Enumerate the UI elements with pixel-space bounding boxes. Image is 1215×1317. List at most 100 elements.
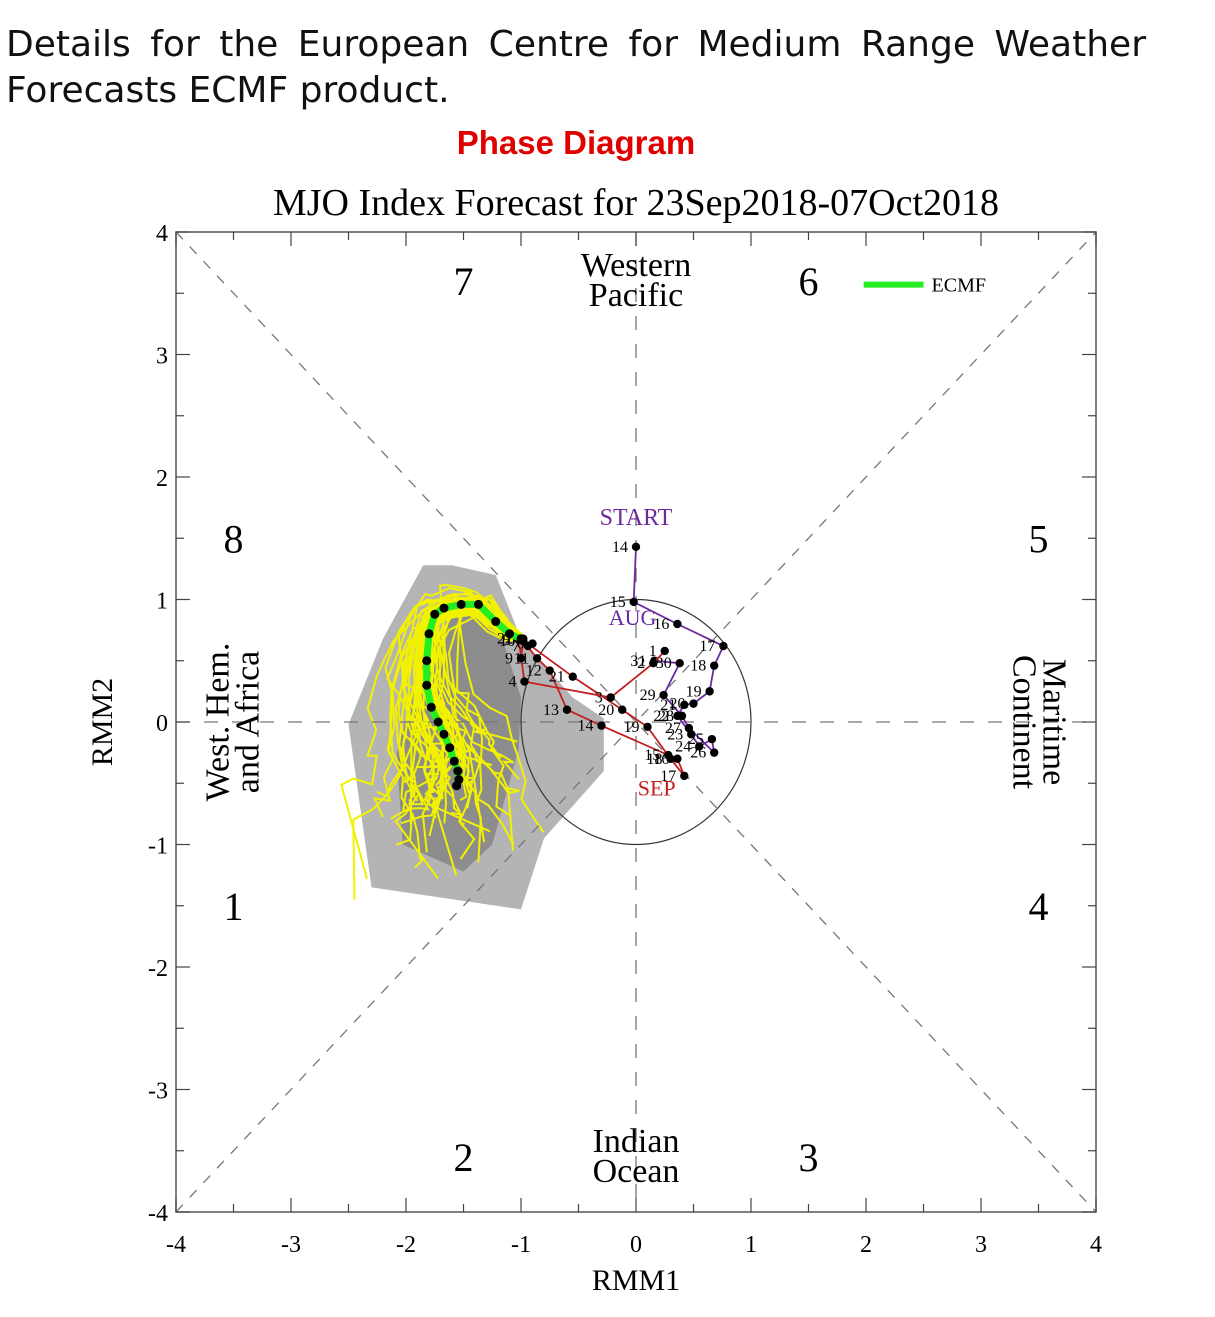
ecmf-forecast-point	[491, 617, 501, 627]
section-title: Phase Diagram	[456, 124, 696, 161]
region-label-line: Western	[581, 247, 692, 284]
observed-sep-point	[532, 654, 542, 663]
observed-sep-point	[568, 672, 577, 681]
region-label-line: Continent	[1006, 655, 1043, 790]
y-tick-label: -1	[148, 834, 168, 860]
region-label-line: Maritime	[1036, 659, 1073, 786]
observed-aug-point	[707, 734, 717, 744]
observed-sep-point	[618, 705, 627, 714]
observed-sep-day-label: 3	[595, 690, 603, 707]
ecmf-forecast-point	[453, 766, 463, 776]
observed-sep-day-label: 11	[514, 650, 529, 667]
start-label: START	[600, 505, 673, 531]
observed-sep-point	[660, 646, 669, 656]
observed-sep-point	[666, 754, 675, 763]
observed-sep-point	[597, 721, 606, 730]
chart-title: MJO Index Forecast for 23Sep2018-07Oct20…	[273, 182, 999, 224]
y-axis-label: RMM2	[86, 678, 119, 766]
observed-sep-day-label: 16	[653, 751, 669, 768]
observed-sep-day-label: 4	[508, 674, 516, 691]
observed-sep-day-label: 14	[578, 718, 594, 735]
ecmf-forecast-point	[445, 743, 455, 753]
region-label-line: Ocean	[593, 1153, 680, 1190]
ensemble-member-path	[386, 598, 525, 853]
observed-sep-point	[673, 754, 682, 763]
observed-aug-day-label: 24	[675, 739, 691, 756]
phase-divider-diagonal	[175, 231, 1097, 1213]
phase-divider-diagonal	[175, 231, 1097, 1213]
observed-sep-day-label: 17	[660, 768, 676, 785]
observed-sep-point	[562, 705, 572, 714]
observed-aug-day-label: 22	[653, 708, 669, 725]
region-label-line: Indian	[593, 1123, 680, 1160]
observed-sep-point	[606, 693, 615, 702]
observed-sep-day-label: 5	[503, 632, 511, 649]
x-tick-label: 4	[1090, 1232, 1102, 1258]
observed-aug-point	[689, 699, 698, 708]
ensemble-member-path	[456, 603, 525, 818]
observed-aug-point	[629, 597, 638, 607]
legend-label-ecmf: ECMF	[932, 275, 986, 297]
y-tick-label: -4	[148, 1201, 168, 1227]
observed-aug-point	[705, 687, 714, 696]
y-tick-label: 2	[156, 466, 168, 492]
phase-number-4: 4	[1029, 884, 1049, 929]
observed-aug-day-label: 18	[690, 658, 706, 675]
observed-aug-point	[710, 661, 719, 670]
observed-sep-point	[643, 722, 652, 732]
observed-sep-point	[516, 654, 526, 663]
ensemble-member-path	[402, 605, 524, 876]
observed-sep-day-label: 15	[644, 747, 660, 764]
observed-sep-day-label: 12	[526, 663, 542, 680]
phase-number-6: 6	[799, 259, 819, 304]
phase-number-7: 7	[454, 259, 474, 304]
observed-aug-day-label: 21	[660, 697, 676, 714]
observed-sep-day-label: 9	[505, 650, 513, 667]
observed-aug-day-label: 17	[699, 638, 715, 655]
phase-number-3: 3	[799, 1135, 819, 1180]
intro-text: Details for the European Centre for Medi…	[6, 24, 1146, 111]
x-tick-label: 3	[975, 1232, 987, 1258]
region-label-line: and Africa	[230, 651, 267, 794]
observed-aug-point	[710, 748, 719, 757]
observed-aug-point	[673, 619, 682, 629]
ecmf-forecast-point	[452, 781, 462, 791]
ensemble-member-path	[433, 593, 525, 780]
observed-sep-day-label: 19	[624, 719, 640, 736]
observed-aug-point	[719, 641, 728, 651]
ecmf-forecast-point	[516, 634, 526, 644]
x-tick-label: -3	[281, 1232, 301, 1258]
observed-sep-point	[545, 666, 554, 675]
observed-aug-day-label: 26	[690, 745, 706, 762]
observed-sep-day-label: 7	[512, 638, 520, 655]
sep-label: SEP	[638, 776, 676, 801]
ecmf-forecast-point	[439, 729, 449, 739]
aug-label: AUG	[609, 605, 657, 630]
y-tick-label: 1	[156, 589, 168, 615]
ecmf-forecast-point	[433, 717, 443, 727]
observed-aug-point	[684, 723, 694, 733]
observed-aug-point	[677, 711, 687, 721]
y-tick-label: 4	[156, 221, 168, 247]
observed-aug-point	[695, 742, 704, 751]
ensemble-member-path	[387, 607, 522, 869]
observed-aug-point	[680, 700, 689, 710]
observed-aug-day-label: 27	[665, 720, 681, 737]
observed-aug-day-label: 31	[630, 653, 646, 670]
x-tick-label: 0	[630, 1232, 642, 1258]
observed-aug-day-label: 30	[656, 655, 672, 672]
x-tick-label: -2	[396, 1232, 416, 1258]
observed-aug-day-label: 16	[653, 616, 669, 633]
observed-sep-day-label: 8	[507, 631, 515, 648]
observed-sep-point	[520, 677, 529, 686]
ecmf-forecast-point	[430, 609, 440, 619]
x-tick-label: -4	[166, 1232, 186, 1258]
ecmf-forecast-point	[422, 680, 432, 690]
x-tick-label: 2	[860, 1232, 872, 1258]
observed-aug-point	[659, 690, 668, 700]
observed-aug-day-label: 29	[640, 687, 656, 704]
